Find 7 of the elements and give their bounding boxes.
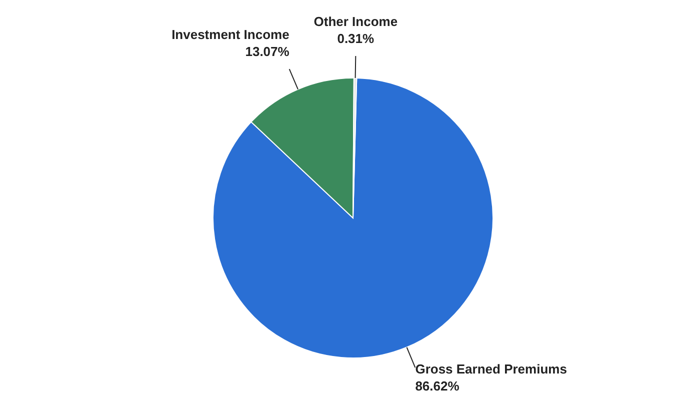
slice-label: Gross Earned Premiums: [415, 362, 567, 377]
data-label: 0.31%: [337, 31, 375, 46]
slice-label: Investment Income: [172, 27, 290, 42]
data-label: 13.07%: [245, 44, 290, 60]
data-label: 86.62%: [415, 378, 460, 394]
pie-slice: [212, 78, 494, 358]
slice-label: Other Income: [314, 14, 398, 30]
